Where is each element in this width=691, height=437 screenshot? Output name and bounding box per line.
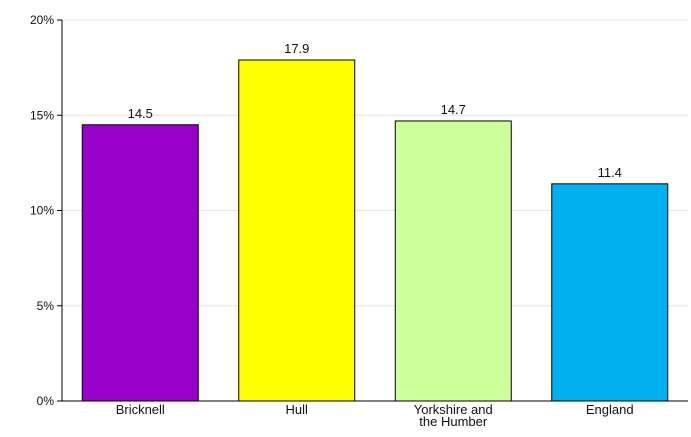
data-label: 14.7: [441, 102, 466, 117]
x-tick-label: the Humber: [419, 414, 488, 429]
data-label: 11.4: [598, 165, 622, 180]
x-tick-label: Hull: [286, 402, 309, 417]
y-tick-label: 15%: [30, 108, 54, 122]
y-tick-label: 20%: [30, 13, 54, 27]
y-tick-label: 5%: [37, 299, 55, 313]
x-tick-label: Bricknell: [116, 402, 165, 417]
data-label: 17.9: [284, 41, 309, 56]
data-label: 14.5: [128, 106, 153, 121]
bar: [394, 120, 512, 402]
bars: [81, 59, 669, 402]
axes: [57, 19, 688, 402]
x-tick-label: England: [586, 402, 634, 417]
y-tick-label: 0%: [37, 394, 55, 408]
bar: [238, 59, 356, 402]
labels: 0% 5% 10% 15% 20% 14.5 Bricknell 17.9 Hull 14.7 Yo…: [30, 13, 634, 429]
x-tick-label: Yorkshire and: [414, 402, 493, 417]
bar: [551, 183, 669, 402]
y-tick-label: 10%: [30, 204, 54, 218]
bar: [81, 124, 199, 402]
